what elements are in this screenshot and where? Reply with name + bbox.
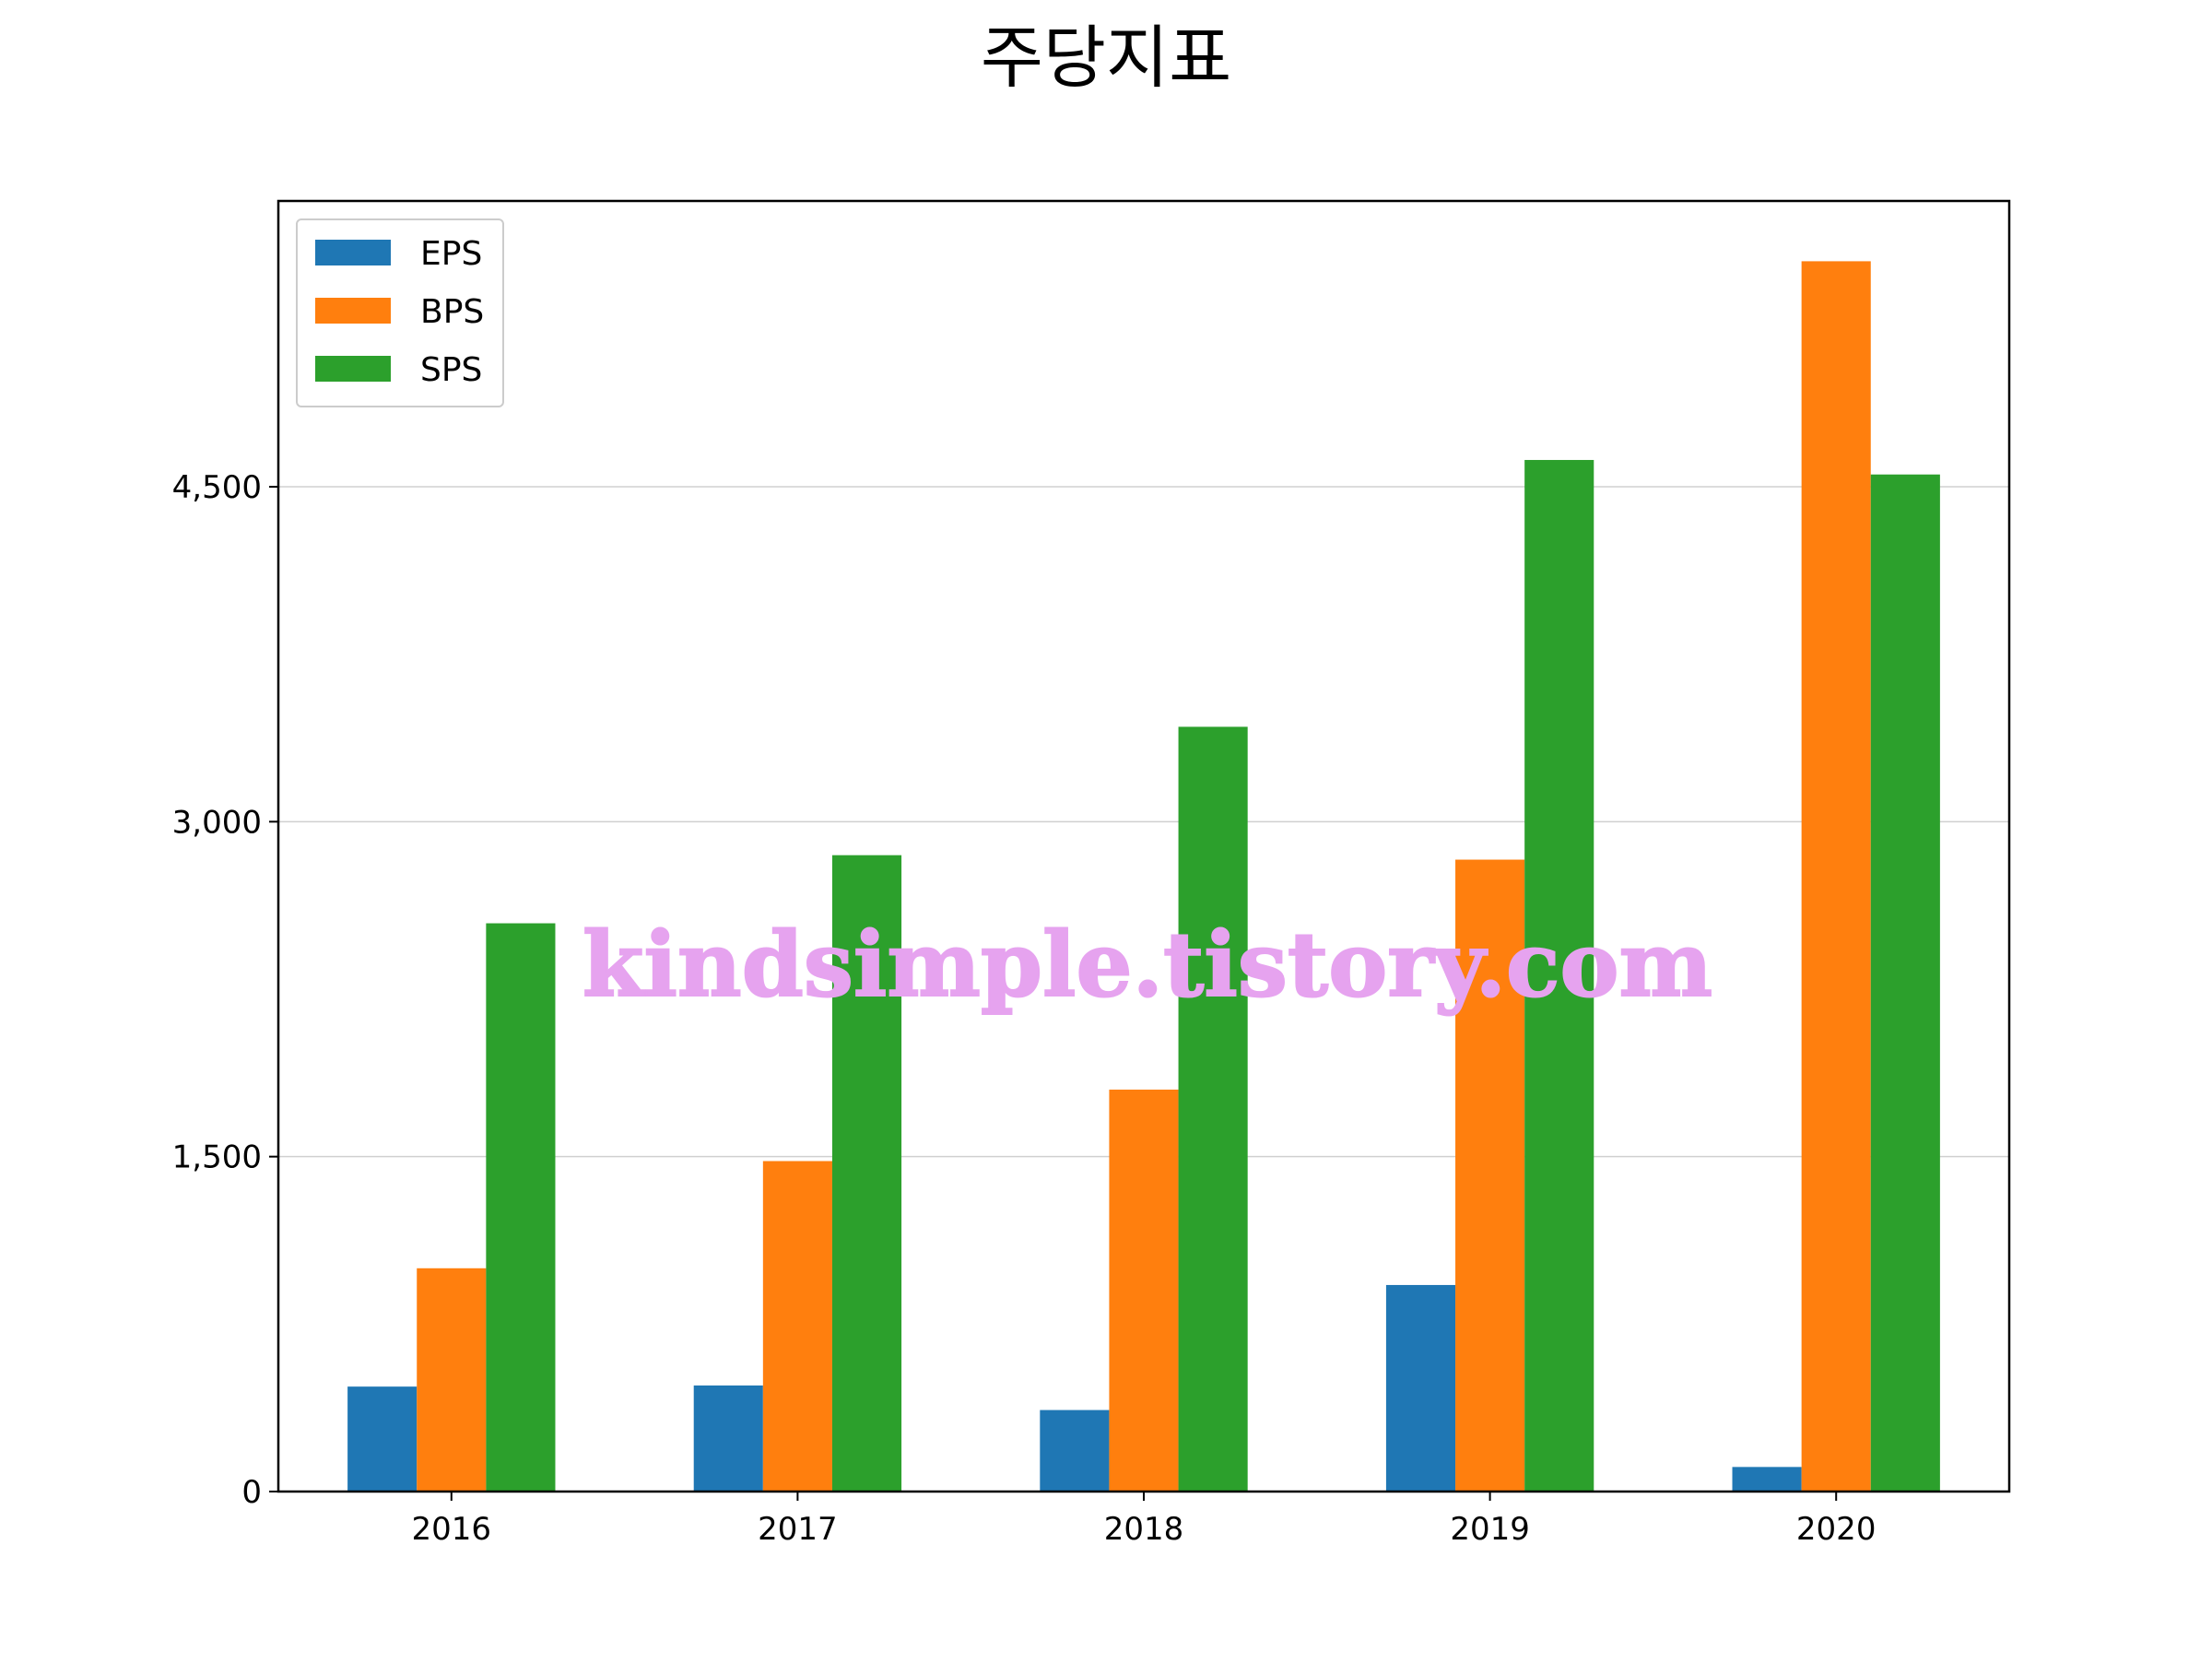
x-tick-label: 2020 <box>1796 1511 1877 1548</box>
bar-sps-2018 <box>1178 726 1248 1492</box>
bar-eps-2019 <box>1385 1284 1456 1492</box>
bar-eps-2016 <box>347 1386 418 1492</box>
legend-label-sps: SPS <box>420 351 482 389</box>
bar-sps-2020 <box>1870 474 1940 1492</box>
bar-sps-2016 <box>486 923 556 1492</box>
legend-swatch-eps <box>315 240 391 265</box>
legend-label-eps: EPS <box>420 235 482 273</box>
axis-ticks: 0 1,500 3,000 4,500 2016 2017 2018 2019 2020 <box>172 469 1877 1548</box>
bar-sps-2019 <box>1524 459 1594 1492</box>
bar-eps-2018 <box>1040 1409 1110 1492</box>
bar-bps-2018 <box>1109 1090 1179 1492</box>
chart-title: 주당지표 <box>981 18 1231 98</box>
bar-bps-2017 <box>762 1161 832 1492</box>
bar-sps-2017 <box>831 855 902 1492</box>
bar-eps-2017 <box>693 1385 763 1492</box>
y-tick-label: 3,000 <box>172 804 262 841</box>
legend-swatch-sps <box>315 356 391 382</box>
x-tick-label: 2018 <box>1104 1511 1184 1548</box>
x-tick-label: 2017 <box>758 1511 838 1548</box>
y-tick-label: 4,500 <box>172 469 262 506</box>
watermark: kindsimple.tistory.com <box>582 913 1712 1017</box>
bar-bps-2019 <box>1455 859 1525 1492</box>
x-tick-label: 2019 <box>1450 1511 1530 1548</box>
bar-eps-2020 <box>1732 1467 1802 1492</box>
bar-bps-2016 <box>417 1268 487 1492</box>
bar-bps-2020 <box>1801 261 1871 1492</box>
legend-label-bps: BPS <box>420 293 484 331</box>
x-tick-label: 2016 <box>412 1511 492 1548</box>
bars <box>347 261 1940 1492</box>
y-tick-label: 1,500 <box>172 1139 262 1176</box>
y-tick-label: 0 <box>241 1474 262 1511</box>
legend-swatch-bps <box>315 298 391 324</box>
legend: EPS BPS SPS <box>296 218 504 407</box>
